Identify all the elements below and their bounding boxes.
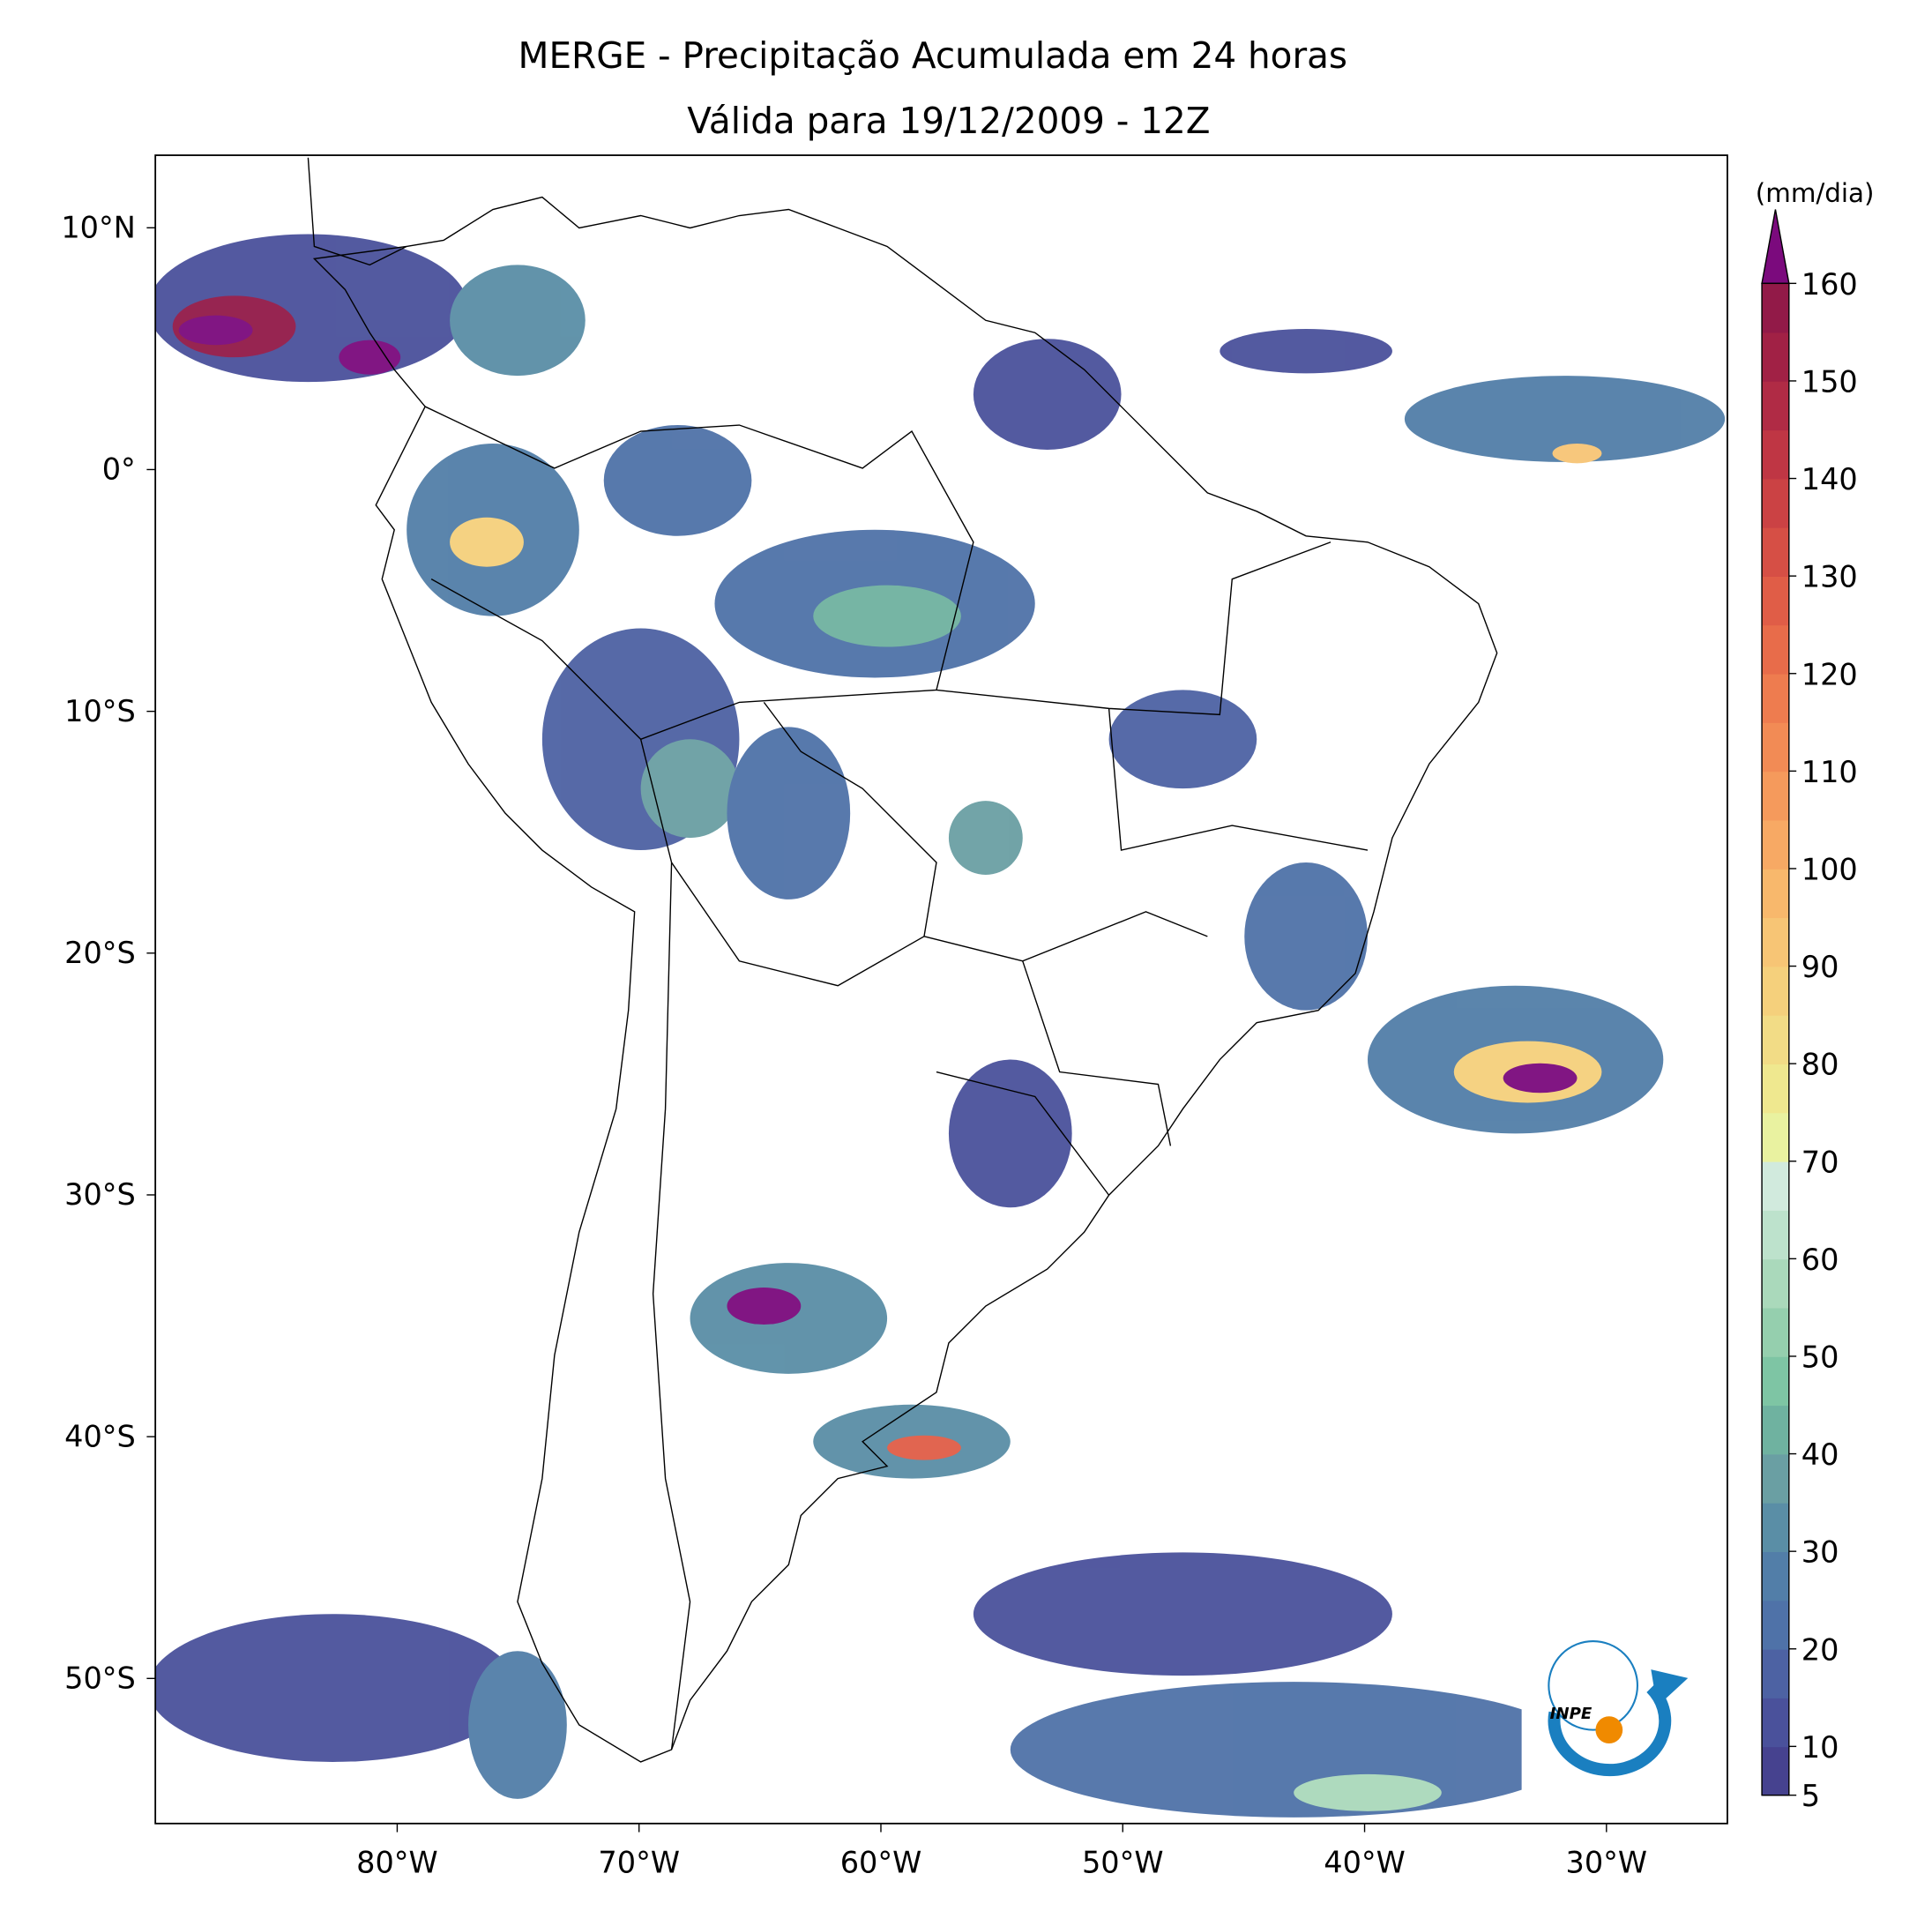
colorbar-bin: [1762, 1210, 1789, 1260]
colorbar-tick-label: 80: [1801, 1048, 1839, 1082]
colorbar-bin: [1762, 673, 1789, 723]
title-line: Válida para 19/12/2009 - 12Z: [687, 100, 1210, 142]
colorbar-tick-label: 40: [1801, 1437, 1839, 1472]
colorbar-bin: [1762, 624, 1789, 675]
colorbar-bin: [1762, 1746, 1789, 1796]
colorbar-bin: [1762, 917, 1789, 967]
map-frame: [154, 154, 1728, 1825]
colorbar-tick-label: 160: [1801, 267, 1858, 302]
colorbar-bin: [1762, 1258, 1789, 1309]
colorbar-extend: [1761, 209, 1790, 285]
colorbar-bin: [1762, 1405, 1789, 1455]
colorbar-tick-label: 120: [1801, 657, 1858, 691]
colorbar-bin: [1762, 1307, 1789, 1357]
x-tick-label: 40°W: [1324, 1846, 1406, 1880]
logo-text: INPE: [1550, 1705, 1593, 1723]
colorbar-bin: [1762, 722, 1789, 773]
precipitation-field: [155, 234, 1726, 1818]
colorbar-tick-label: 140: [1801, 462, 1858, 496]
colorbar-frame: [1761, 282, 1790, 1796]
y-tick-label: 10°S: [64, 694, 136, 728]
colorbar-tick-label: 60: [1801, 1243, 1839, 1277]
colorbar-tick-label: 150: [1801, 365, 1858, 399]
colorbar-bin: [1762, 429, 1789, 480]
colorbar-bin: [1762, 966, 1789, 1016]
colorbar-bin: [1762, 1698, 1789, 1748]
colorbar-bin: [1762, 771, 1789, 821]
colorbar-bin: [1762, 332, 1789, 382]
y-tick-label: 40°S: [64, 1419, 136, 1453]
colorbar-tick-label: 110: [1801, 755, 1858, 789]
x-tick-label: 70°W: [598, 1846, 680, 1880]
logo: INPE: [1521, 1639, 1711, 1802]
colorbar-tick-label: 30: [1801, 1535, 1839, 1570]
colorbar-unit: (mm/dia): [1756, 178, 1875, 208]
map-area: [155, 157, 1726, 1818]
colorbar-tick-label: 90: [1801, 950, 1839, 984]
colorbar-bin: [1762, 478, 1789, 528]
x-tick-label: 30°W: [1566, 1846, 1648, 1880]
y-tick-label: 30°S: [64, 1177, 136, 1212]
y-tick-label: 20°S: [64, 936, 136, 970]
colorbar-tick-label: 100: [1801, 853, 1858, 887]
colorbar-tick-label: 10: [1801, 1730, 1839, 1765]
title-line: MERGE - Precipitação Acumulada em 24 hor…: [518, 34, 1347, 77]
colorbar-bin: [1762, 1355, 1789, 1407]
colorbar-bin: [1762, 380, 1789, 431]
colorbar-tick-label: 20: [1801, 1632, 1839, 1667]
colorbar-tick-label: 50: [1801, 1340, 1839, 1375]
colorbar-bin: [1762, 868, 1789, 919]
coastline: [307, 157, 1498, 1763]
colorbar-bin: [1762, 526, 1789, 577]
colorbar-bin: [1762, 819, 1789, 870]
colorbar-bin: [1762, 1014, 1789, 1064]
colorbar-bin: [1762, 1551, 1789, 1601]
y-tick-label: 0°: [102, 452, 136, 487]
colorbar-bin: [1762, 1453, 1789, 1504]
x-tick-label: 80°W: [356, 1846, 438, 1880]
colorbar-tick-label: 5: [1801, 1779, 1820, 1813]
colorbar-bin: [1762, 576, 1789, 626]
colorbar-bin: [1762, 283, 1789, 333]
x-tick-label: 50°W: [1082, 1846, 1164, 1880]
colorbar-bin: [1762, 1112, 1789, 1162]
x-tick-label: 60°W: [840, 1846, 922, 1880]
colorbar-bin: [1762, 1064, 1789, 1114]
y-tick-label: 50°S: [64, 1661, 136, 1695]
colorbar-tick-label: 70: [1801, 1145, 1839, 1179]
colorbar-bin: [1762, 1600, 1789, 1650]
y-tick-label: 10°N: [61, 210, 135, 244]
colorbar-bin: [1762, 1648, 1789, 1698]
colorbar-bin: [1762, 1161, 1789, 1211]
colorbar-bin: [1762, 1502, 1789, 1553]
colorbar-tick-label: 130: [1801, 560, 1858, 594]
